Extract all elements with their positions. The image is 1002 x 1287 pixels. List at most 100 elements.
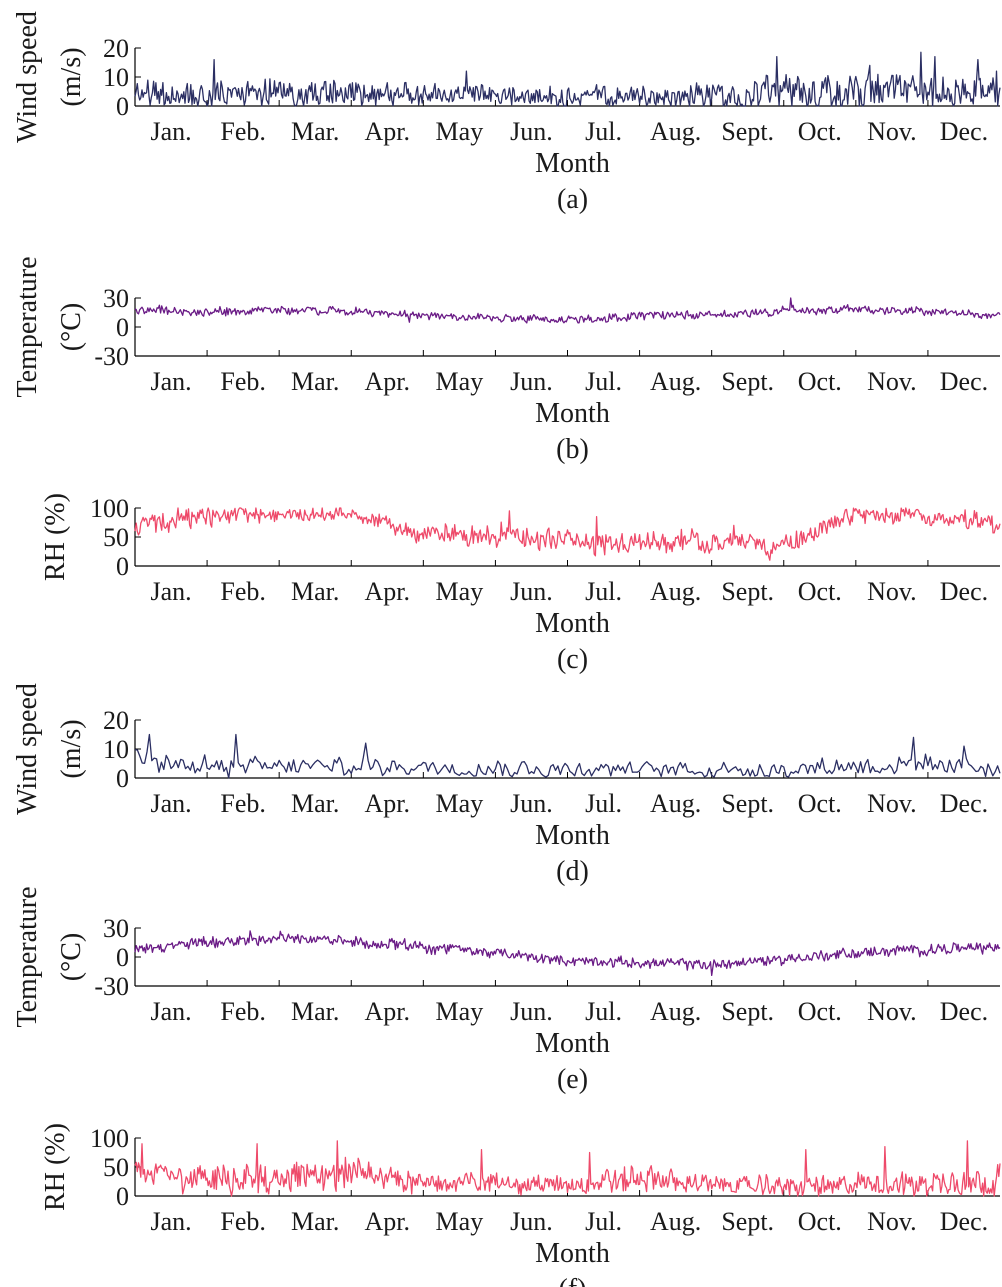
x-tick-label: Jan.	[150, 117, 191, 146]
x-tick-label: Sept.	[721, 997, 774, 1026]
y-tick-label: 10	[103, 735, 129, 764]
x-tick-label: May	[436, 117, 484, 146]
x-tick-label: Apr.	[365, 789, 411, 818]
y-axis-label: RH (%)	[40, 493, 71, 581]
x-tick-label: Mar.	[291, 1207, 339, 1236]
x-tick-label: Mar.	[291, 577, 339, 606]
series-line	[134, 507, 1001, 561]
x-tick-label: Apr.	[365, 997, 411, 1026]
x-tick-label: Aug.	[650, 997, 701, 1026]
x-tick-label: Jul.	[585, 789, 622, 818]
x-tick-label: Aug.	[650, 367, 701, 396]
x-tick-label: Jun.	[510, 117, 553, 146]
x-tick-label: Sept.	[721, 789, 774, 818]
x-tick-label: Feb.	[220, 117, 266, 146]
x-tick-label: Nov.	[867, 117, 917, 146]
y-tick-label: 0	[116, 92, 129, 121]
y-tick-label: -30	[94, 342, 129, 371]
x-tick-label: Dec.	[940, 577, 988, 606]
x-tick-label: May	[436, 1207, 484, 1236]
x-tick-label: Mar.	[291, 117, 339, 146]
x-tick-label: Jul.	[585, 1207, 622, 1236]
x-tick-label: Jan.	[150, 1207, 191, 1236]
y-axis-label: (m/s)	[56, 719, 87, 778]
x-tick-label: Sept.	[721, 577, 774, 606]
x-tick-label: Nov.	[867, 1207, 917, 1236]
y-tick-label: -30	[94, 972, 129, 1001]
panel-label: (e)	[557, 1064, 588, 1095]
x-axis-label: Month	[535, 1028, 610, 1059]
y-tick-label: 10	[103, 63, 129, 92]
panel-label: (a)	[557, 184, 588, 215]
x-tick-label: Sept.	[721, 117, 774, 146]
y-tick-label: 0	[116, 313, 129, 342]
x-tick-label: Dec.	[940, 1207, 988, 1236]
x-tick-label: Feb.	[220, 997, 266, 1026]
x-tick-label: Dec.	[940, 117, 988, 146]
x-tick-label: Jan.	[150, 367, 191, 396]
x-tick-label: Oct.	[798, 1207, 842, 1236]
x-tick-label: May	[436, 789, 484, 818]
y-tick-label: 20	[103, 34, 129, 63]
x-axis-label: Month	[535, 1238, 610, 1269]
series-line	[134, 930, 1001, 977]
panel-label: (d)	[556, 856, 589, 887]
y-axis-label: Temperature	[12, 256, 43, 397]
x-axis-label: Month	[535, 820, 610, 851]
x-tick-label: Feb.	[220, 577, 266, 606]
y-axis-label: Temperature	[12, 886, 43, 1027]
x-tick-label: Aug.	[650, 1207, 701, 1236]
x-tick-label: Jul.	[585, 577, 622, 606]
x-tick-label: Apr.	[365, 117, 411, 146]
y-tick-label: 50	[103, 523, 129, 552]
x-tick-label: Jun.	[510, 1207, 553, 1236]
y-axis-label: (m/s)	[56, 47, 87, 106]
y-axis-label: (°C)	[56, 933, 87, 982]
x-axis-label: Month	[535, 148, 610, 179]
x-tick-label: Oct.	[798, 789, 842, 818]
x-tick-label: Apr.	[365, 1207, 411, 1236]
x-tick-label: Feb.	[220, 1207, 266, 1236]
y-axis-label: Wind speed	[12, 683, 43, 815]
panel-2: 300-30 Jan. Feb. Mar. Apr. May Jun. Jul. Aug. Sep…	[12, 256, 1001, 465]
panel-label: (c)	[557, 644, 588, 675]
y-tick-label: 30	[103, 284, 129, 313]
y-tick-label: 50	[103, 1153, 129, 1182]
x-axis-label: Month	[535, 398, 610, 429]
x-tick-label: Jul.	[585, 997, 622, 1026]
x-tick-label: Jun.	[510, 789, 553, 818]
y-tick-label: 0	[116, 552, 129, 581]
x-tick-label: Jun.	[510, 997, 553, 1026]
x-tick-label: Oct.	[798, 367, 842, 396]
x-tick-label: Jan.	[150, 789, 191, 818]
x-tick-label: Jun.	[510, 367, 553, 396]
x-tick-label: Oct.	[798, 577, 842, 606]
series-line	[134, 733, 1001, 779]
y-axis-label: (°C)	[56, 303, 87, 352]
x-tick-label: Nov.	[867, 997, 917, 1026]
x-tick-label: Jul.	[585, 367, 622, 396]
x-tick-label: Dec.	[940, 367, 988, 396]
x-tick-label: Dec.	[940, 997, 988, 1026]
x-tick-label: Oct.	[798, 997, 842, 1026]
x-tick-label: Jul.	[585, 117, 622, 146]
panel-label: (b)	[556, 434, 589, 465]
x-axis-label: Month	[535, 608, 610, 639]
x-tick-label: May	[436, 367, 484, 396]
x-tick-label: Apr.	[365, 367, 411, 396]
series-line	[134, 1140, 1001, 1197]
x-tick-label: Jan.	[150, 577, 191, 606]
y-axis-label: Wind speed	[12, 11, 43, 143]
panel-5: 300-30 Jan. Feb. Mar. Apr. May Jun. Jul. Aug. Sep…	[12, 886, 1001, 1095]
y-tick-label: 0	[116, 1182, 129, 1211]
x-tick-label: Sept.	[721, 367, 774, 396]
y-tick-label: 0	[116, 943, 129, 972]
y-tick-label: 0	[116, 764, 129, 793]
y-axis-label: RH (%)	[40, 1123, 71, 1211]
x-tick-label: Nov.	[867, 577, 917, 606]
